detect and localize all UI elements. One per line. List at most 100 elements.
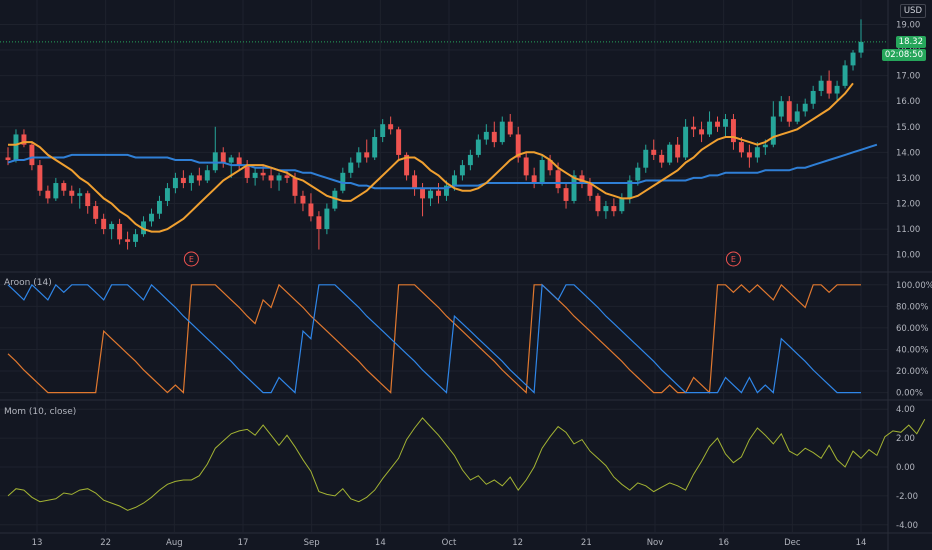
candle-body [69, 190, 75, 196]
candle-body [21, 134, 27, 145]
candle-body [101, 218, 107, 230]
candle [61, 180, 67, 196]
candle [667, 142, 673, 166]
candle-body [356, 152, 362, 163]
candle [149, 208, 154, 227]
y-tick-label: 10.00 [896, 251, 920, 261]
candle [196, 167, 202, 186]
candle-body [436, 190, 441, 196]
candle [715, 116, 720, 132]
candle-body [109, 223, 115, 230]
candle [579, 170, 585, 189]
candle-body [380, 124, 386, 137]
bar-countdown-badge: 02:08:50 [881, 48, 926, 61]
candle-body [45, 190, 51, 199]
candle [842, 60, 848, 89]
candle-body [635, 167, 641, 181]
y-tick-label: 60.00% [896, 324, 928, 334]
candle [491, 121, 497, 148]
aroon-panel[interactable] [7, 283, 861, 394]
y-axis-labels[interactable]: 10.00 11.00 12.00 13.00 14.00 15.00 16.00 17.00… [896, 20, 932, 530]
candle [21, 129, 27, 148]
candle-body [547, 160, 553, 171]
momentum-panel[interactable] [7, 417, 926, 511]
candle-body [818, 80, 824, 91]
candle-body [707, 121, 713, 135]
candle-body [13, 134, 19, 161]
earnings-marker: E [725, 251, 741, 267]
y-tick-label: -4.00 [896, 521, 918, 531]
candle [109, 221, 115, 240]
y-tick-label: 80.00% [896, 302, 928, 312]
candle [770, 101, 776, 148]
currency-selector[interactable]: USD [899, 4, 926, 18]
x-axis-labels[interactable]: 13 22 Aug 17 Sep 14 Oct 12 21 Nov 16 Dec 14 [32, 538, 867, 548]
last-price-badge: 18.32 [895, 35, 926, 48]
candle-body [141, 221, 146, 235]
candle-body [555, 170, 561, 189]
y-tick-label: 19.00 [896, 20, 920, 30]
candle [164, 183, 170, 207]
candle-body [683, 126, 689, 158]
candle-body [61, 183, 67, 191]
candle-body [571, 175, 577, 201]
candle [364, 139, 370, 163]
candle [499, 116, 505, 145]
candle [125, 231, 131, 250]
candle [571, 170, 577, 204]
candlestick-series [5, 19, 864, 250]
candle-body [627, 180, 633, 199]
y-tick-label: 17.00 [896, 72, 920, 82]
y-tick-label: 20.00% [896, 367, 928, 377]
x-tick-label: Aug [166, 538, 183, 548]
candle-body [396, 129, 402, 155]
candle [539, 154, 545, 186]
aroon-panel-title: Aroon (14) [4, 278, 52, 288]
y-tick-label: 0.00 [896, 463, 915, 473]
candle [563, 183, 569, 209]
momentum-panel-title: Mom (10, close) [4, 407, 77, 417]
candle-body [204, 170, 210, 181]
y-tick-label: 40.00% [896, 345, 928, 355]
candle [858, 19, 864, 58]
candle [188, 172, 194, 191]
candle [595, 193, 601, 217]
y-tick-label: 16.00 [896, 97, 920, 107]
aroon-down-line [7, 283, 861, 394]
candle-body [451, 175, 457, 186]
candle [396, 126, 402, 161]
candle-body [643, 149, 649, 168]
candle [778, 96, 784, 122]
candle-body [5, 157, 11, 161]
candle [332, 188, 338, 212]
candle [308, 193, 314, 222]
candle [707, 111, 713, 137]
candle-body [29, 144, 35, 166]
momentum-line [7, 417, 926, 511]
candle-body [810, 90, 816, 104]
candle-body [404, 154, 410, 176]
candle-body [611, 206, 617, 212]
earnings-marker: E [183, 251, 199, 267]
candle-body [531, 175, 537, 184]
candle-body [459, 165, 465, 176]
candle-body [340, 172, 346, 191]
candle [659, 149, 665, 168]
candle-body [587, 183, 593, 196]
candle-body [762, 144, 768, 148]
x-tick-label: Sep [304, 538, 320, 548]
x-tick-label: 13 [32, 538, 43, 548]
candle-body [77, 193, 83, 196]
x-tick-label: 12 [512, 538, 523, 548]
candle [37, 160, 43, 196]
candle-body [260, 172, 266, 176]
candle-body [188, 175, 194, 184]
candle [372, 129, 378, 161]
x-tick-label: Nov [647, 538, 664, 548]
candle [412, 170, 418, 196]
x-tick-label: 16 [718, 538, 729, 548]
candle-body [220, 152, 226, 163]
